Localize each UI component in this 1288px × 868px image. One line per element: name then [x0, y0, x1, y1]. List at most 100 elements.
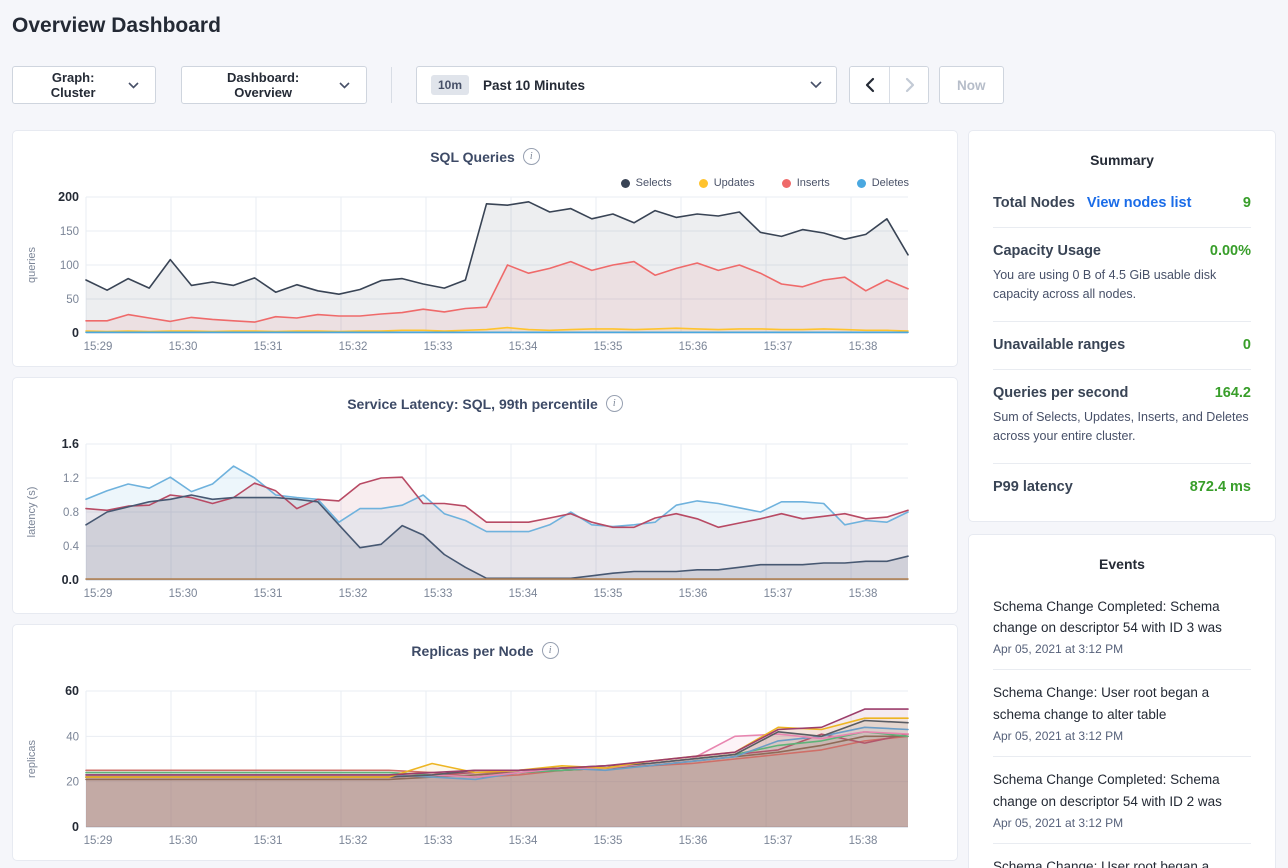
svg-text:15:36: 15:36 [679, 835, 708, 847]
svg-text:1.6: 1.6 [62, 437, 79, 451]
event-item: Schema Change: User root began a schema … [993, 670, 1251, 757]
svg-text:replicas: replicas [26, 740, 38, 778]
sidebar: Summary Total Nodes View nodes list 9 Capac… [968, 130, 1276, 868]
legend-dot [781, 178, 791, 188]
svg-text:15:35: 15:35 [594, 588, 623, 600]
event-timestamp: Apr 05, 2021 at 3:12 PM [993, 728, 1124, 743]
toolbar-divider [391, 67, 392, 103]
summary-value: 0.00% [1209, 243, 1251, 259]
svg-text:40: 40 [66, 731, 79, 743]
prev-time-button[interactable] [850, 67, 889, 103]
sql-queries-chart[interactable]: 15:29 15:30 15:31 15:32 15:33 15:34 15:35 15:36… [13, 187, 957, 359]
summary-row: Capacity Usage 0.00% You are using 0 B of … [993, 228, 1251, 322]
chart-title-row: Replicas per Node i [13, 625, 957, 659]
time-range-label: Past 10 Minutes [483, 77, 586, 93]
info-icon[interactable]: i [522, 148, 540, 165]
service-latency-chart[interactable]: 15:29 15:30 15:31 15:32 15:33 15:34 15:35 15:36… [13, 434, 957, 606]
summary-row: Queries per second 164.2 Sum of Selects, U… [993, 370, 1251, 464]
svg-text:queries: queries [26, 246, 38, 283]
svg-text:50: 50 [66, 294, 79, 306]
svg-text:0.4: 0.4 [63, 541, 80, 553]
svg-text:15:33: 15:33 [424, 835, 453, 847]
svg-text:15:38: 15:38 [849, 835, 878, 847]
svg-text:60: 60 [65, 684, 79, 698]
graph-dropdown[interactable]: Graph: Cluster [12, 66, 156, 104]
chart-title-row: SQL Queries i [13, 131, 957, 165]
svg-text:15:37: 15:37 [764, 588, 793, 600]
svg-text:100: 100 [60, 260, 79, 272]
event-item: Schema Change Completed: Schema change o… [993, 757, 1251, 844]
legend-item-deletes[interactable]: Deletes [856, 177, 909, 189]
summary-label: Unavailable ranges [993, 336, 1126, 353]
summary-panel: Summary Total Nodes View nodes list 9 Capac… [968, 130, 1276, 522]
svg-text:15:32: 15:32 [339, 341, 368, 353]
view-nodes-list-link[interactable]: View nodes list [1086, 195, 1192, 211]
svg-text:15:29: 15:29 [84, 341, 113, 353]
chart-legend: Selects Updates Inserts Deletes [620, 177, 909, 189]
svg-text:15:34: 15:34 [509, 341, 538, 353]
svg-text:15:32: 15:32 [339, 835, 368, 847]
events-panel: Events Schema Change Completed: Schema c… [968, 533, 1276, 868]
summary-description: Sum of Selects, Updates, Inserts, and De… [993, 409, 1249, 444]
svg-text:15:30: 15:30 [169, 588, 198, 600]
svg-text:1.2: 1.2 [63, 473, 79, 485]
legend-dot [856, 178, 866, 188]
charts-column: SQL Queries i Selects Updates Inserts Delet… [12, 130, 958, 868]
page-title: Overview Dashboard [12, 14, 221, 37]
event-message: Schema Change: User root began a schema … [993, 858, 1210, 868]
dashboard-dropdown-label: Dashboard: Overview [227, 70, 300, 100]
svg-text:15:34: 15:34 [509, 588, 538, 600]
service-latency-panel: Service Latency: SQL, 99th percentile i … [12, 377, 958, 614]
info-icon[interactable]: i [605, 395, 623, 412]
chevron-left-icon [865, 77, 875, 93]
main-content: SQL Queries i Selects Updates Inserts Delet… [12, 130, 1276, 868]
svg-text:15:31: 15:31 [254, 341, 283, 353]
next-time-button [889, 67, 928, 103]
event-timestamp: Apr 05, 2021 at 3:12 PM [993, 642, 1124, 657]
chevron-down-icon [339, 81, 350, 89]
summary-label: P99 latency [993, 478, 1073, 495]
summary-row: Unavailable ranges 0 [993, 322, 1251, 370]
info-icon[interactable]: i [541, 642, 559, 659]
summary-rows: Total Nodes View nodes list 9 Capacity Usag… [993, 180, 1251, 511]
summary-row: P99 latency 872.4 ms [993, 464, 1251, 511]
summary-value: 164.2 [1214, 384, 1251, 401]
summary-value: 9 [1242, 195, 1251, 211]
svg-text:0.8: 0.8 [63, 507, 79, 519]
svg-text:150: 150 [60, 226, 79, 238]
chart-title: Replicas per Node [411, 642, 534, 659]
time-range-picker[interactable]: 10m Past 10 Minutes [416, 66, 837, 104]
legend-label: Selects [635, 177, 672, 189]
svg-text:15:35: 15:35 [594, 835, 623, 847]
svg-text:15:32: 15:32 [339, 588, 368, 600]
replicas-per-node-chart[interactable]: 15:29 15:30 15:31 15:32 15:33 15:34 15:35 15:36… [13, 681, 957, 853]
event-message: Schema Change Completed: Schema change o… [993, 598, 1222, 636]
chart-title-row: Service Latency: SQL, 99th percentile i [13, 378, 957, 412]
summary-description: You are using 0 B of 4.5 GiB usable disk… [993, 268, 1217, 302]
dashboard-dropdown[interactable]: Dashboard: Overview [181, 66, 367, 104]
summary-value: 872.4 ms [1189, 478, 1251, 495]
legend-label: Deletes [871, 177, 909, 189]
svg-text:15:36: 15:36 [679, 588, 708, 600]
svg-text:15:33: 15:33 [424, 588, 453, 600]
svg-text:15:34: 15:34 [509, 835, 538, 847]
svg-text:0: 0 [72, 820, 79, 834]
replicas-per-node-panel: Replicas per Node i 15:29 15:30 15:31 15:32… [12, 624, 958, 861]
svg-text:15:38: 15:38 [849, 341, 878, 353]
event-message: Schema Change Completed: Schema change o… [993, 771, 1222, 809]
legend-dot [698, 178, 708, 188]
summary-row: Total Nodes View nodes list 9 [993, 180, 1251, 228]
svg-text:15:29: 15:29 [84, 588, 113, 600]
legend-item-updates[interactable]: Updates [698, 177, 755, 189]
summary-label: Queries per second [993, 384, 1129, 401]
legend-item-selects[interactable]: Selects [620, 177, 672, 189]
svg-text:0: 0 [72, 326, 79, 340]
toolbar: Graph: Cluster Dashboard: Overview 10m P… [12, 66, 1276, 104]
svg-text:15:29: 15:29 [84, 835, 113, 847]
legend-item-inserts[interactable]: Inserts [781, 177, 830, 189]
svg-text:15:37: 15:37 [764, 341, 793, 353]
svg-text:20: 20 [66, 777, 79, 789]
summary-label: Capacity Usage [993, 243, 1101, 259]
svg-text:15:36: 15:36 [679, 341, 708, 353]
legend-dot [620, 178, 630, 188]
